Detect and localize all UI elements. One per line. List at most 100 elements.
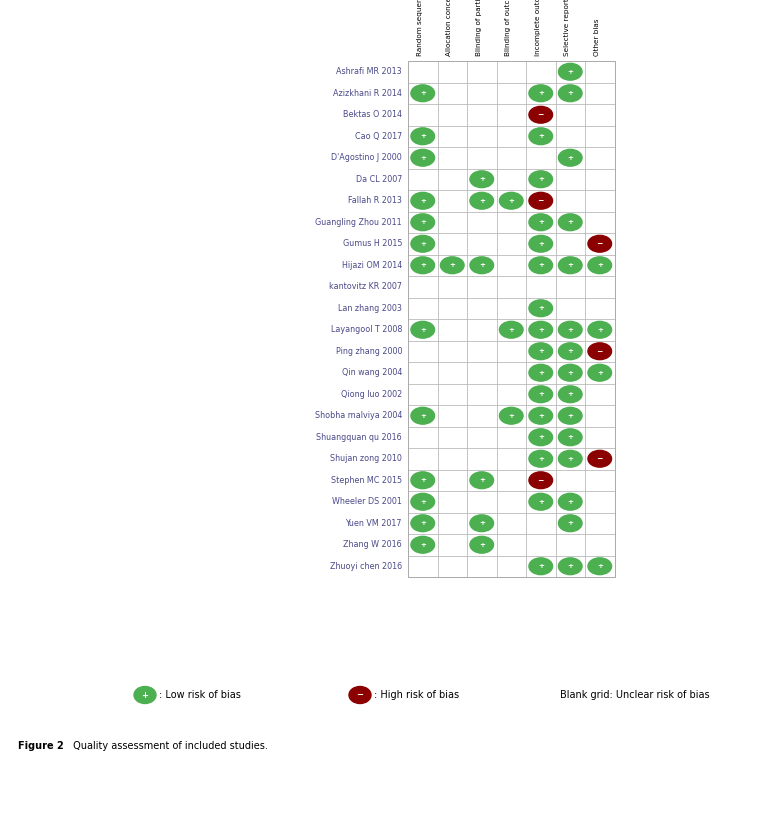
Bar [408,211,438,233]
Ellipse shape [411,321,434,338]
Bar [438,427,467,448]
Bar [555,168,585,190]
Text: Lan zhang 2003: Lan zhang 2003 [338,304,402,313]
Text: +: + [567,154,573,161]
Text: Azizkhani R 2014: Azizkhani R 2014 [333,89,402,98]
Bar [438,233,467,254]
Ellipse shape [588,558,612,575]
Text: Da CL 2007: Da CL 2007 [356,175,402,184]
Bar [467,211,497,233]
Bar [467,469,497,491]
Text: Cao Q 2017: Cao Q 2017 [355,132,402,141]
Bar [408,341,438,362]
Text: +: + [567,434,573,441]
Ellipse shape [529,558,552,575]
Bar [467,448,497,469]
Bar [408,448,438,469]
Bar [438,125,467,147]
Bar [555,512,585,534]
Bar [555,405,585,427]
Text: Random sequence generation (selection bias): Random sequence generation (selection bi… [417,0,423,56]
Ellipse shape [499,321,523,338]
Bar [555,384,585,405]
Text: Qin wang 2004: Qin wang 2004 [342,368,402,377]
Ellipse shape [529,450,552,467]
Text: +: + [567,498,573,505]
Ellipse shape [558,364,582,381]
Bar [408,298,438,319]
Bar [408,427,438,448]
Bar [438,276,467,298]
Ellipse shape [558,343,582,359]
Bar [526,233,555,254]
Ellipse shape [588,236,612,252]
Bar [555,211,585,233]
Text: +: + [597,327,603,333]
Bar [585,147,615,168]
Text: +: + [567,327,573,333]
Ellipse shape [588,321,612,338]
Bar [555,276,585,298]
Bar [526,555,555,577]
Bar [497,405,526,427]
Text: +: + [538,391,544,398]
Bar [497,298,526,319]
Bar [438,512,467,534]
Ellipse shape [411,472,434,489]
Bar [555,190,585,211]
Text: +: + [420,133,426,139]
Text: +: + [567,90,573,96]
Bar [408,61,615,577]
Bar [585,341,615,362]
Bar [467,82,497,104]
Bar [585,405,615,427]
Bar [408,469,438,491]
Bar [408,362,438,384]
Bar [585,190,615,211]
Bar [467,147,497,168]
Bar [585,61,615,82]
Ellipse shape [499,193,523,209]
Bar [438,362,467,384]
Text: −: − [597,347,603,356]
Bar [555,61,585,82]
Bar [497,104,526,125]
Text: +: + [509,413,514,419]
Bar [497,61,526,82]
Bar [497,491,526,512]
Bar [585,362,615,384]
Ellipse shape [411,493,434,510]
Bar [585,125,615,147]
Text: +: + [538,434,544,441]
Bar [408,276,438,298]
Text: Zhang W 2016: Zhang W 2016 [343,541,402,550]
Ellipse shape [529,128,552,145]
Text: +: + [479,477,484,483]
Bar [555,427,585,448]
Text: +: + [538,327,544,333]
Text: +: + [479,541,484,548]
Bar [526,147,555,168]
Text: +: + [420,220,426,225]
Bar [497,82,526,104]
Ellipse shape [134,686,156,703]
Ellipse shape [558,407,582,424]
Bar [526,190,555,211]
Ellipse shape [588,450,612,467]
Bar [408,125,438,147]
Bar [585,491,615,512]
Bar [438,384,467,405]
Bar [526,427,555,448]
Text: Blinding of outcome assessment (detection bias): Blinding of outcome assessment (detectio… [505,0,511,56]
Ellipse shape [411,407,434,424]
Ellipse shape [588,343,612,359]
Bar [585,233,615,254]
Bar [555,298,585,319]
Ellipse shape [529,321,552,338]
Bar [408,491,438,512]
Bar [526,168,555,190]
Bar [467,61,497,82]
Bar [497,211,526,233]
Bar [585,211,615,233]
Bar [585,512,615,534]
